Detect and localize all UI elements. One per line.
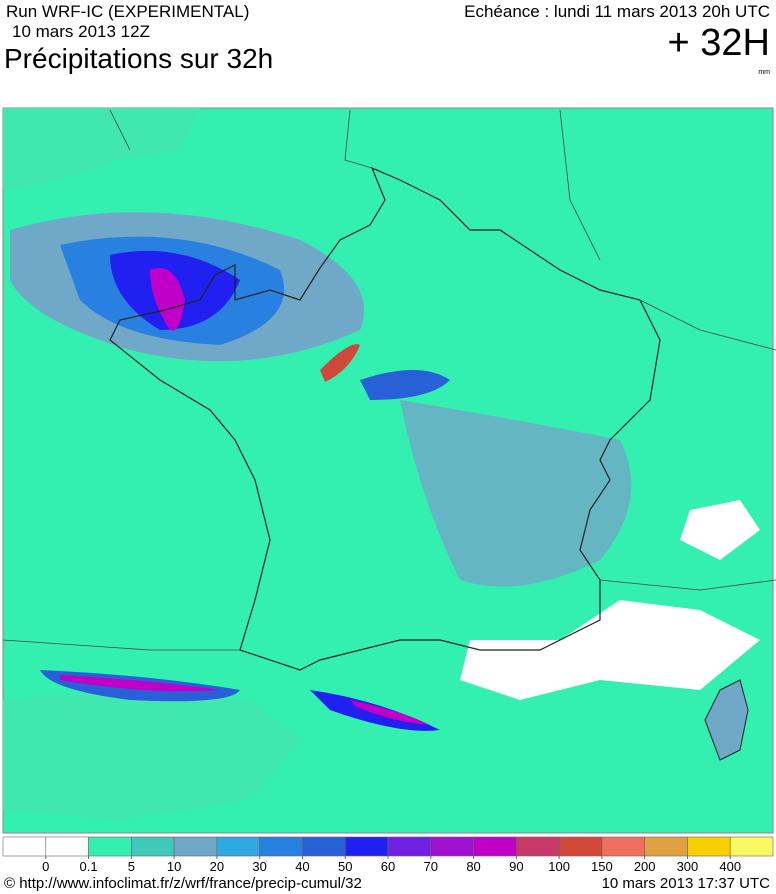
legend-swatch (344, 836, 389, 857)
dry-area (680, 500, 760, 560)
lead-time: + 32H (668, 22, 770, 64)
legend-label: 0 (42, 859, 49, 874)
legend-label: 10 (167, 859, 181, 874)
legend-label: 150 (591, 859, 613, 874)
precip-area (150, 268, 185, 331)
legend-swatch (131, 836, 175, 857)
legend-label: 90 (509, 859, 523, 874)
legend-label: 5 (128, 859, 135, 874)
legend-swatch (687, 836, 731, 857)
legend-swatch (516, 836, 560, 857)
legend-swatch (88, 836, 132, 857)
legend-label: 60 (381, 859, 395, 874)
legend-swatch (259, 836, 303, 857)
legend-swatch (558, 836, 603, 857)
legend-swatch (729, 836, 774, 857)
france-border (109, 166, 661, 671)
dry-area (460, 600, 760, 700)
legend-label: 50 (338, 859, 352, 874)
legend-swatch (173, 836, 218, 857)
map (2, 107, 776, 834)
legend-swatch (644, 836, 688, 857)
run-date: 10 mars 2013 12Z (12, 22, 150, 41)
legend-label: 40 (295, 859, 309, 874)
legend-swatch (302, 836, 346, 857)
corsica (704, 679, 749, 761)
precip-area (360, 370, 450, 400)
precip-area (3, 690, 300, 820)
legend-label: 80 (466, 859, 480, 874)
border-line (2, 109, 776, 651)
precip-area (320, 344, 360, 382)
precip-area (60, 675, 220, 692)
forecast-time: Echéance : lundi 11 mars 2013 20h UTC (464, 2, 770, 21)
legend-label: 70 (424, 859, 438, 874)
legend-label: 20 (210, 859, 224, 874)
legend-swatch (387, 836, 432, 857)
run-label: Run WRF-IC (EXPERIMENTAL) (6, 2, 249, 21)
title: Précipitations sur 32h (4, 43, 273, 74)
legend: 0 0.1 5 10 20 30 40 50 60 70 80 90 100 150 200 300 400 (2, 836, 774, 874)
timestamp: 10 mars 2013 17:37 UTC (602, 875, 771, 892)
legend-swatch (45, 836, 89, 857)
legend-label: 30 (252, 859, 266, 874)
precip-area (350, 700, 430, 725)
legend-swatch (2, 836, 47, 857)
legend-swatch (601, 836, 645, 857)
legend-label: 400 (719, 859, 741, 874)
precip-area (400, 400, 632, 587)
legend-swatch (473, 836, 517, 857)
legend-label: 300 (677, 859, 699, 874)
source-url: © http://www.infoclimat.fr/z/wrf/france/… (4, 875, 362, 892)
legend-label: 0.1 (80, 859, 98, 874)
legend-label: 100 (548, 859, 570, 874)
legend-swatch (430, 836, 474, 857)
precip-area (3, 108, 200, 190)
legend-label: 200 (634, 859, 656, 874)
legend-swatch (216, 836, 260, 857)
unit: mm (758, 69, 770, 76)
